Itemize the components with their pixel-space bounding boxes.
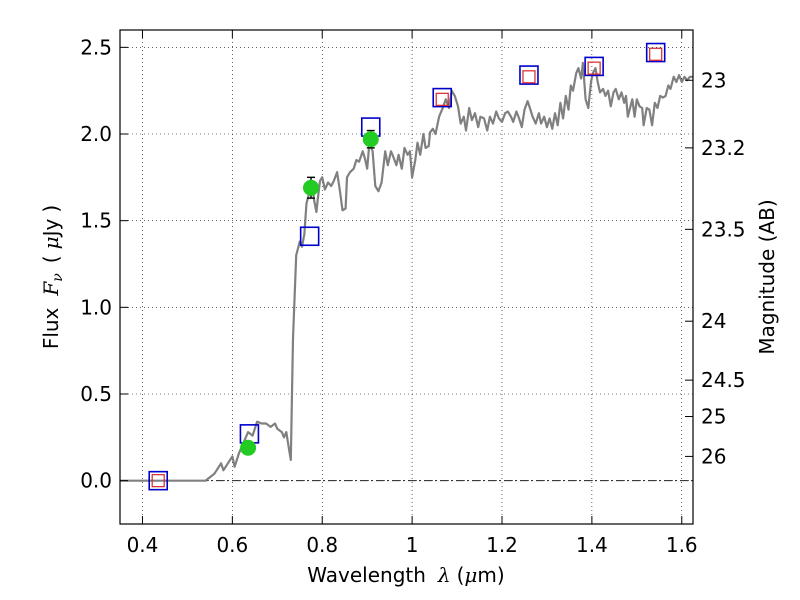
y2-tick-label: 25	[701, 405, 726, 429]
green-point-marker	[240, 439, 257, 456]
x-tick-label: 1	[406, 533, 419, 557]
y2-tick-label: 24	[701, 309, 726, 333]
blue-square-marker	[299, 226, 320, 247]
blue-square-marker	[645, 42, 666, 63]
y-axis-label-unit-close: )	[39, 205, 63, 213]
y-axis-label-unit-rest: Jy	[39, 218, 63, 238]
x-tick-label: 0.6	[216, 533, 248, 557]
green-point-marker	[303, 179, 319, 196]
blue-square-marker	[432, 87, 453, 108]
x-tick-label: 1.6	[666, 533, 698, 557]
blue-square-marker	[519, 65, 539, 85]
y-axis-label-symbol-nu: ν	[50, 273, 66, 282]
blue-square-marker	[148, 470, 168, 491]
y-axis-label: Flux Fν ( μJy)	[39, 205, 66, 349]
x-tick-label: 0.4	[127, 533, 159, 557]
y2-tick-label: 23.5	[701, 217, 746, 241]
x-tick-label: 1.2	[486, 533, 518, 557]
y-tick-label: 1.0	[80, 295, 112, 319]
x-axis-label-unit-open: (	[457, 563, 465, 587]
y-tick-label: 0.5	[80, 382, 112, 406]
x-axis-label-unit-mu: μ	[464, 563, 477, 587]
y-tick-label: 2.5	[80, 35, 112, 59]
x-tick-label: 1.4	[576, 533, 608, 557]
y-tick-label: 1.5	[80, 209, 112, 233]
plot-frame	[119, 29, 694, 525]
y2-tick-label: 26	[701, 444, 726, 468]
x-axis-label: Wavelength λ (μm)	[307, 563, 504, 587]
y-axis-label-symbol-f: F	[39, 281, 63, 297]
red-square-marker	[587, 61, 601, 75]
red-square-marker	[151, 474, 165, 488]
red-square-marker	[522, 70, 536, 84]
red-square-marker	[649, 47, 663, 61]
y-tick-label: 0.0	[80, 469, 112, 493]
y-axis-label-unit-open: (	[39, 255, 63, 263]
y2-axis-label: Magnitude (AB)	[755, 199, 779, 354]
plot-area	[120, 30, 693, 524]
green-point-marker	[362, 131, 379, 148]
x-tick-label: 0.8	[306, 533, 338, 557]
sed-model-line	[120, 61, 693, 482]
blue-square-marker	[584, 56, 604, 77]
y2-tick-label: 24.5	[701, 368, 746, 392]
y2-tick-label: 23	[701, 68, 726, 92]
y-axis-label-text: Flux	[39, 307, 63, 349]
y2-tick-label: 23.2	[701, 136, 746, 160]
red-square-marker	[435, 92, 449, 106]
y-tick-label: 2.0	[80, 122, 112, 146]
marker-layer	[148, 42, 666, 491]
x-axis-label-text: Wavelength	[307, 563, 426, 587]
tick-layer: 0.4 0.6 0.8 1 1.2 1.4 1.6 0.0 0.5 1.0 1.5 2.0 2.5 23 2…	[80, 30, 746, 557]
model-layer	[120, 61, 693, 482]
x-axis-label-symbol: λ	[437, 563, 451, 587]
y-axis-label-unit-mu: μ	[39, 236, 63, 249]
x-axis-label-unit-rest: m)	[477, 563, 504, 587]
